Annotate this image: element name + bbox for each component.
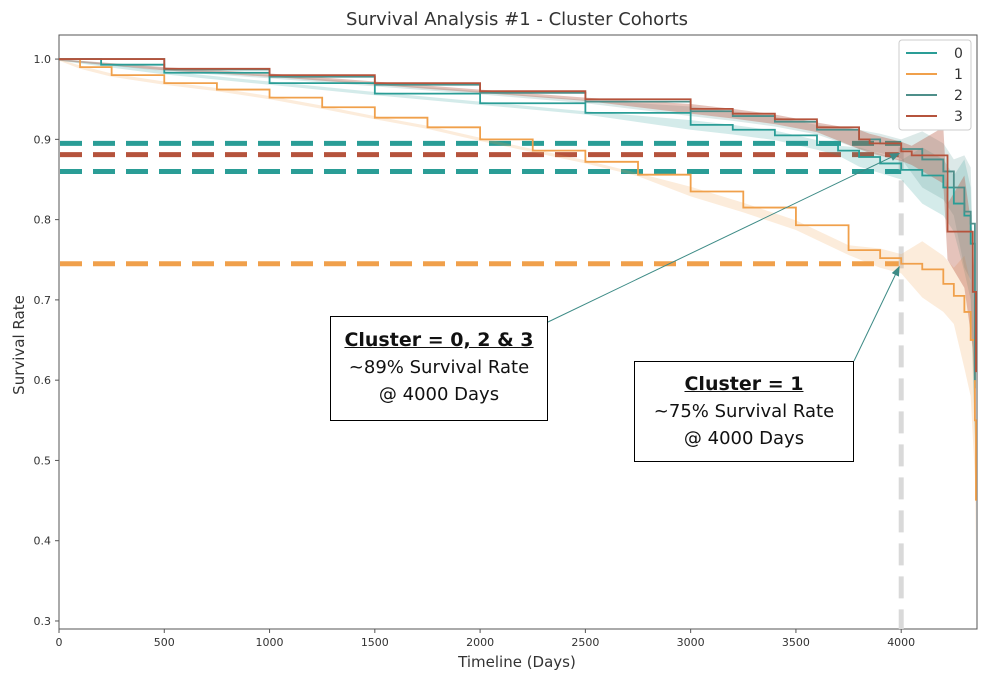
y-tick-label: 0.8: [34, 214, 52, 227]
y-tick-label: 0.9: [34, 133, 52, 146]
legend-label-1: 1: [954, 67, 963, 83]
y-tick-label: 0.5: [34, 454, 52, 467]
y-tick-label: 0.6: [34, 374, 52, 387]
legend-label-3: 3: [954, 109, 963, 125]
annotation-arrow-1: [853, 265, 900, 362]
y-tick-label: 0.7: [34, 294, 52, 307]
reference-lines: [60, 140, 904, 629]
y-axis-title: Survival Rate: [10, 295, 28, 395]
annotation-days: @ 4000 Days: [683, 428, 805, 449]
annotation-cluster-0-2-3: Cluster = 0, 2 & 3 ~89% Survival Rate @ …: [330, 316, 548, 421]
x-tick-label: 1000: [256, 636, 284, 649]
series-line-3: [59, 58, 977, 373]
legend: 0 1 2 3: [898, 39, 972, 131]
series-line-0: [59, 58, 976, 389]
y-tick-label: 0.3: [34, 615, 52, 628]
series-line-2: [59, 58, 976, 381]
y-tick-label: 0.4: [34, 535, 52, 548]
x-tick-label: 4000: [887, 636, 915, 649]
x-tick-label: 3000: [677, 636, 705, 649]
annotation-days: @ 4000 Days: [378, 384, 500, 405]
series-line-1: [59, 58, 977, 501]
annotation-arrow-0: [547, 152, 901, 323]
legend-label-0: 0: [954, 46, 963, 62]
x-tick-label: 2500: [571, 636, 599, 649]
y-axis: 0.3 0.4 0.5 0.6 0.7 0.8 0.9 1.0: [34, 53, 59, 628]
annotation-title: Cluster = 0, 2 & 3: [344, 329, 534, 351]
chart-title: Survival Analysis #1 - Cluster Cohorts: [346, 9, 688, 30]
annotation-title: Cluster = 1: [684, 373, 804, 395]
legend-label-2: 2: [954, 88, 963, 104]
annotation-rate: ~89% Survival Rate: [348, 357, 530, 378]
annotation-cluster-1: Cluster = 1 ~75% Survival Rate @ 4000 Da…: [634, 361, 854, 462]
legend-frame: [898, 39, 972, 131]
x-tick-label: 500: [154, 636, 175, 649]
x-axis-title: Timeline (Days): [457, 653, 576, 671]
annotation-arrows: [547, 152, 901, 362]
x-tick-label: 3500: [782, 636, 810, 649]
x-tick-label: 1500: [361, 636, 389, 649]
annotation-rate: ~75% Survival Rate: [653, 401, 835, 422]
x-tick-label: 0: [56, 636, 63, 649]
x-axis: 0 500 1000 1500 2000 2500 3000 3500 4000: [56, 629, 915, 649]
x-tick-label: 2000: [466, 636, 494, 649]
y-tick-label: 1.0: [34, 53, 52, 66]
series-lines: [59, 58, 977, 501]
